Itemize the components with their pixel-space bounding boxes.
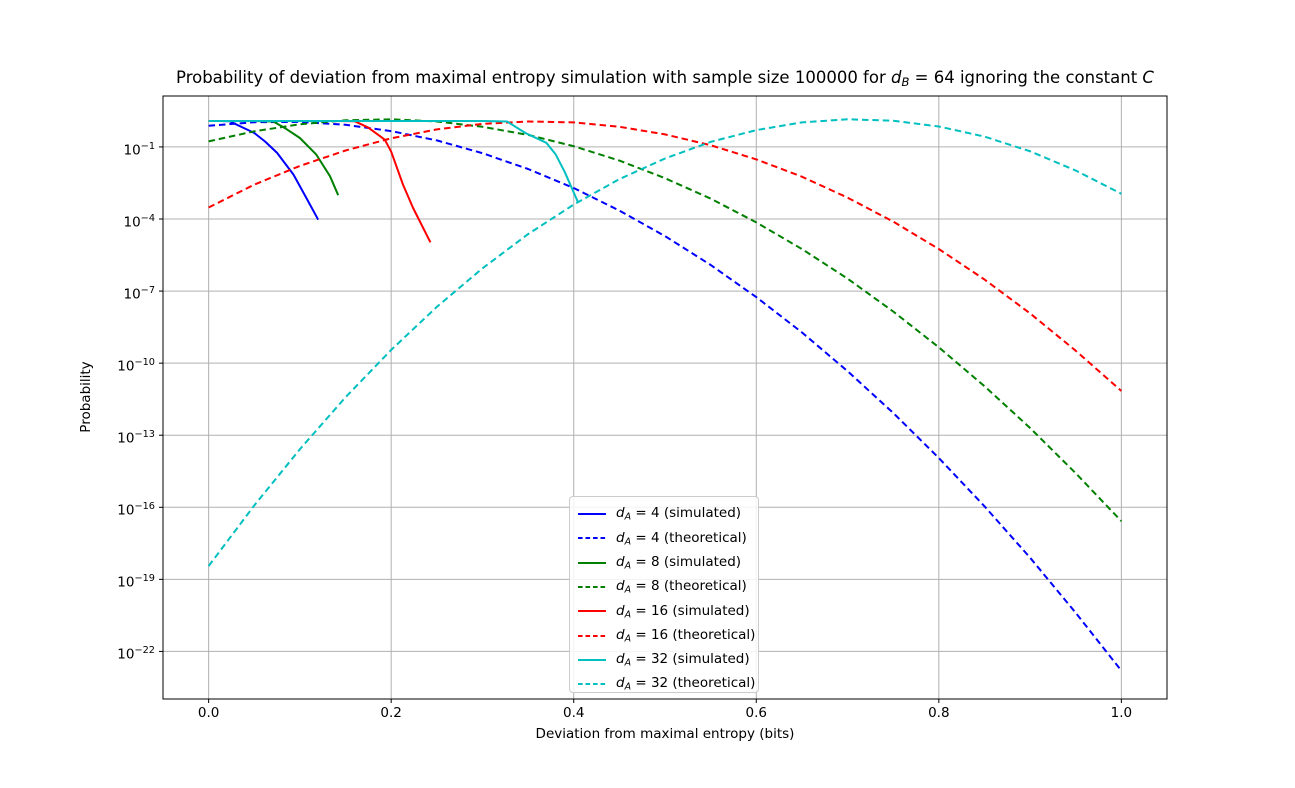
series-curves — [207, 118, 1123, 672]
legend-item-label: dA = 4 (simulated) — [616, 505, 742, 523]
x-tick-label: 0.6 — [745, 705, 768, 721]
legend-item-dA8_simulated: dA = 8 (simulated) — [570, 551, 758, 575]
legend-item-dA8_theoretical: dA = 8 (theoretical) — [570, 575, 758, 599]
tick-marks — [159, 146, 1122, 703]
x-tick-label: 0.8 — [928, 705, 950, 721]
legend: dA = 4 (simulated) dA = 4 (theoretical) dA… — [569, 496, 759, 693]
y-tick-label: 10−19 — [117, 573, 155, 591]
y-tick-label: 10−4 — [123, 213, 155, 231]
legend-item-dA16_simulated: dA = 16 (simulated) — [570, 599, 758, 623]
series-line-dA16_simulated — [208, 120, 432, 243]
legend-item-dA4_theoretical: dA = 4 (theoretical) — [570, 526, 758, 550]
legend-item-dA4_simulated: dA = 4 (simulated) — [570, 502, 758, 526]
y-tick-label: 10−1 — [123, 140, 155, 159]
legend-item-label: dA = 32 (theoretical) — [616, 675, 756, 694]
series-line-dA16_theoretical — [208, 120, 1123, 392]
series-line-dA4_theoretical — [208, 120, 1123, 672]
x-tick-label: 0.4 — [562, 705, 585, 721]
legend-item-label: dA = 16 (theoretical) — [616, 626, 756, 645]
legend-line-sample — [578, 610, 606, 613]
series-line-dA32_simulated — [208, 120, 580, 204]
series-line-dA32_theoretical — [207, 118, 1122, 567]
legend-item-dA32_theoretical: dA = 32 (theoretical) — [570, 672, 758, 696]
legend-line-sample — [578, 658, 606, 661]
legend-line-sample — [578, 683, 606, 686]
chart-title: Probability of deviation from maximal en… — [163, 68, 1167, 89]
y-tick-label: 10−16 — [117, 501, 155, 519]
chart-title-part: d — [891, 68, 902, 87]
chart-title-part: = 64 ignoring the constant — [909, 68, 1143, 87]
legend-item-label: dA = 32 (simulated) — [616, 651, 750, 669]
y-tick-label: 10−10 — [117, 357, 155, 375]
y-tick-label: 10−7 — [123, 285, 155, 303]
y-tick-label: 10−13 — [117, 429, 155, 447]
x-tick-label: 0.2 — [380, 705, 402, 721]
x-tick-label: 1.0 — [1110, 705, 1133, 721]
series-line-dA4_simulated — [208, 120, 320, 221]
legend-line-sample — [578, 634, 606, 637]
legend-item-label: dA = 8 (theoretical) — [616, 578, 747, 596]
y-tick-label: 10−22 — [117, 645, 155, 663]
legend-line-sample — [578, 561, 606, 564]
chart-title-part: C — [1142, 68, 1154, 87]
series-line-dA8_simulated — [208, 120, 340, 196]
series-line-dA8_theoretical — [208, 118, 1123, 522]
x-axis-title: Deviation from maximal entropy (bits) — [535, 726, 795, 742]
legend-item-label: dA = 8 (simulated) — [616, 553, 742, 572]
axes-frame — [162, 95, 1168, 700]
x-tick-label: 0.0 — [197, 705, 220, 721]
legend-line-sample — [578, 586, 606, 589]
y-axis-title: Probability — [78, 361, 94, 433]
legend-item-dA16_theoretical: dA = 16 (theoretical) — [570, 623, 758, 647]
chart-title-part: Probability of deviation from maximal en… — [176, 68, 891, 87]
legend-item-dA32_simulated: dA = 32 (simulated) — [570, 648, 758, 672]
legend-item-label: dA = 4 (theoretical) — [616, 529, 747, 548]
legend-item-label: dA = 16 (simulated) — [616, 602, 750, 621]
chart-title-part: B — [901, 75, 910, 90]
legend-line-sample — [578, 537, 606, 540]
legend-line-sample — [578, 513, 606, 516]
